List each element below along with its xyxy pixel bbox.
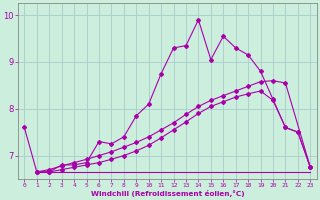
X-axis label: Windchill (Refroidissement éolien,°C): Windchill (Refroidissement éolien,°C) — [91, 190, 244, 197]
